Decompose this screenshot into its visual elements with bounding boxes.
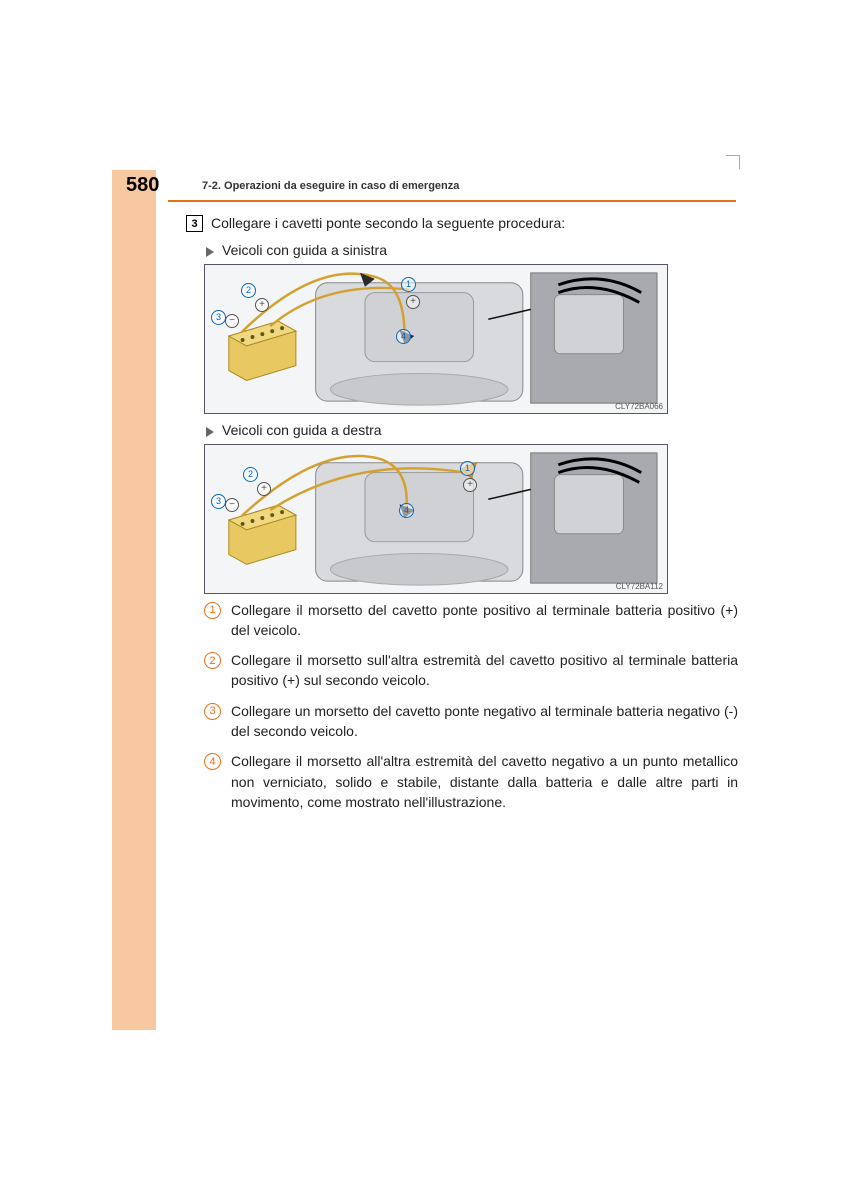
- item-4: 4 Collegare il morsetto all'altra estrem…: [204, 751, 738, 812]
- item-2: 2 Collegare il morsetto sull'altra estre…: [204, 650, 738, 691]
- callout-2: 2: [243, 467, 258, 482]
- callout-3: 3: [211, 494, 226, 509]
- circle-4: 4: [204, 753, 221, 770]
- page-header: 580 7-2. Operazioni da eseguire in caso …: [108, 170, 736, 206]
- numbered-steps: 1 Collegare il morsetto del cavetto pont…: [204, 600, 738, 813]
- step-text: Collegare i cavetti ponte secondo la seg…: [211, 214, 565, 234]
- sub-text-a: Veicoli con guida a sinistra: [222, 242, 387, 258]
- item-1-text: Collegare il morsetto del cavetto ponte …: [231, 600, 738, 641]
- plus-sign: +: [406, 295, 420, 309]
- circle-3: 3: [204, 703, 221, 720]
- step-3-row: 3 Collegare i cavetti ponte secondo la s…: [186, 214, 738, 234]
- page-content: 580 7-2. Operazioni da eseguire in caso …: [108, 170, 736, 822]
- callout-4: 4: [396, 329, 411, 344]
- callout-2: 2: [241, 283, 256, 298]
- item-3-text: Collegare un morsetto del cavetto ponte …: [231, 701, 738, 742]
- diagram-a-svg: [205, 265, 667, 413]
- header-rule: [168, 200, 736, 202]
- sub-left-drive: Veicoli con guida a sinistra: [206, 242, 738, 258]
- diagram-a: 1 2 3 4 + + − CLY72BA066: [204, 264, 668, 414]
- callout-3: 3: [211, 310, 226, 325]
- diagram-b: 1 2 3 4 + + − CLY72BA112: [204, 444, 668, 594]
- item-3: 3 Collegare un morsetto del cavetto pont…: [204, 701, 738, 742]
- step-number-box: 3: [186, 215, 203, 232]
- triangle-icon: [206, 247, 214, 257]
- sub-text-b: Veicoli con guida a destra: [222, 422, 382, 438]
- callout-1: 1: [460, 461, 475, 476]
- item-2-text: Collegare il morsetto sull'altra estremi…: [231, 650, 738, 691]
- plus-sign: +: [463, 478, 477, 492]
- section-title: 7-2. Operazioni da eseguire in caso di e…: [202, 180, 459, 192]
- diagram-code-b: CLY72BA112: [616, 582, 663, 591]
- crop-mark: [726, 155, 740, 169]
- content-body: 3 Collegare i cavetti ponte secondo la s…: [186, 214, 738, 812]
- minus-sign: −: [225, 498, 239, 512]
- callout-1: 1: [401, 277, 416, 292]
- callout-4: 4: [399, 503, 414, 518]
- diagram-b-svg: [205, 445, 667, 593]
- sub-right-drive: Veicoli con guida a destra: [206, 422, 738, 438]
- triangle-icon: [206, 427, 214, 437]
- plus-sign: +: [255, 298, 269, 312]
- item-4-text: Collegare il morsetto all'altra estremit…: [231, 751, 738, 812]
- page-number: 580: [126, 174, 159, 197]
- diagram-code-a: CLY72BA066: [615, 402, 663, 411]
- circle-2: 2: [204, 652, 221, 669]
- circle-1: 1: [204, 602, 221, 619]
- item-1: 1 Collegare il morsetto del cavetto pont…: [204, 600, 738, 641]
- plus-sign: +: [257, 482, 271, 496]
- minus-sign: −: [225, 314, 239, 328]
